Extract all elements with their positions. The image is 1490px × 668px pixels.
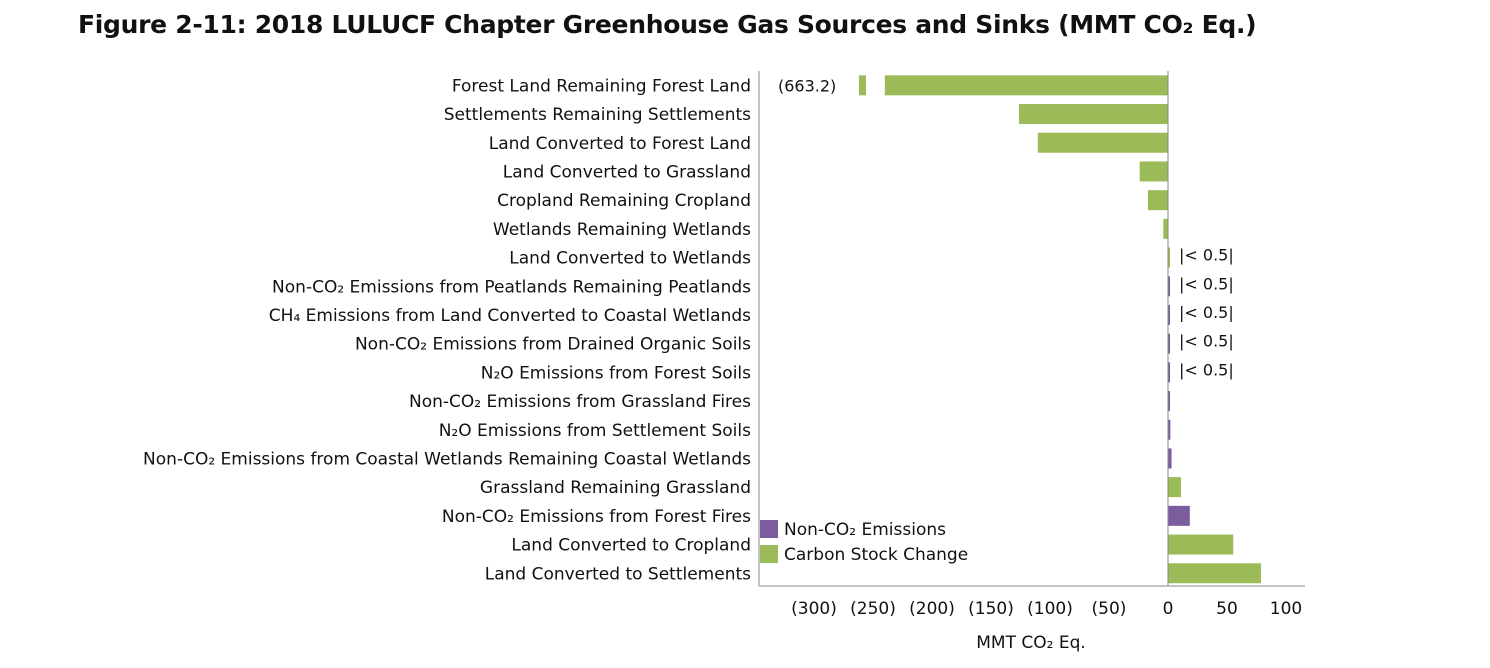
category-label: Wetlands Remaining Wetlands <box>493 220 751 240</box>
category-label: Non-CO₂ Emissions from Coastal Wetlands … <box>143 449 751 469</box>
category-label: Land Converted to Settlements <box>485 564 751 584</box>
data-label: |< 0.5| <box>1179 360 1234 379</box>
chart-title: Figure 2-11: 2018 LULUCF Chapter Greenho… <box>78 10 1257 39</box>
bar <box>884 75 1168 96</box>
x-tick-label: (100) <box>1027 599 1073 619</box>
bar <box>1037 132 1168 153</box>
category-label: Non-CO₂ Emissions from Drained Organic S… <box>355 335 751 355</box>
bar <box>1147 190 1168 211</box>
legend-label: Carbon Stock Change <box>784 545 968 565</box>
category-label: CH₄ Emissions from Land Converted to Coa… <box>269 306 751 326</box>
x-tick-label: 100 <box>1270 599 1302 619</box>
bar <box>1168 534 1234 555</box>
bar <box>1168 276 1170 297</box>
legend-swatch <box>760 520 778 538</box>
category-label: N₂O Emissions from Forest Soils <box>481 363 751 383</box>
x-tick-label: 50 <box>1216 599 1238 619</box>
data-label: |< 0.5| <box>1179 246 1234 265</box>
data-label: |< 0.5| <box>1179 274 1234 293</box>
data-label: (663.2) <box>778 76 836 95</box>
x-tick-label: (50) <box>1092 599 1127 619</box>
legend: Non-CO₂ Emissions Carbon Stock Change <box>760 520 968 565</box>
legend-swatch <box>760 545 778 563</box>
category-label: Non-CO₂ Emissions from Forest Fires <box>442 507 751 527</box>
x-axis-label: MMT CO₂ Eq. <box>976 633 1086 653</box>
category-label: Land Converted to Cropland <box>511 536 751 556</box>
category-label: N₂O Emissions from Settlement Soils <box>439 421 751 441</box>
bar <box>1168 477 1181 498</box>
bar <box>1163 218 1168 239</box>
category-label: Forest Land Remaining Forest Land <box>452 76 751 96</box>
category-label: Land Converted to Forest Land <box>489 134 751 154</box>
bar <box>1168 304 1170 325</box>
x-tick-labels-group: (300) (250) (200) (150) (100) (50) 0 50 100 <box>791 599 1302 619</box>
category-label: Grassland Remaining Grassland <box>480 478 751 498</box>
category-label: Land Converted to Grassland <box>503 162 751 182</box>
x-tick-label: (150) <box>968 599 1014 619</box>
bar <box>1168 247 1170 268</box>
bar <box>1168 391 1170 412</box>
bar <box>1168 505 1190 526</box>
bar <box>1168 448 1172 469</box>
data-label: |< 0.5| <box>1179 303 1234 322</box>
legend-label: Non-CO₂ Emissions <box>784 520 946 540</box>
bar <box>1168 362 1170 383</box>
annotations-group: (663.2) |< 0.5| |< 0.5| |< 0.5| |< 0.5| |< 0.… <box>778 76 1234 379</box>
category-label: Settlements Remaining Settlements <box>444 105 751 125</box>
category-label: Non-CO₂ Emissions from Peatlands Remaini… <box>272 277 751 297</box>
bars-group <box>859 75 1261 584</box>
bar <box>1168 563 1261 584</box>
bar-break-stub <box>859 75 866 96</box>
bar <box>1168 333 1170 354</box>
bar <box>1139 161 1168 182</box>
bar <box>1018 104 1168 125</box>
bar <box>1168 419 1171 440</box>
x-tick-label: (250) <box>850 599 896 619</box>
x-tick-label: (300) <box>791 599 837 619</box>
category-label: Non-CO₂ Emissions from Grassland Fires <box>409 392 751 412</box>
axes-group <box>758 71 1305 587</box>
category-label: Cropland Remaining Cropland <box>497 191 751 211</box>
x-tick-label: (200) <box>909 599 955 619</box>
data-label: |< 0.5| <box>1179 332 1234 351</box>
category-label: Land Converted to Wetlands <box>509 249 751 269</box>
x-tick-label: 0 <box>1163 599 1174 619</box>
category-labels-group: Forest Land Remaining Forest Land Settlem… <box>143 76 751 584</box>
